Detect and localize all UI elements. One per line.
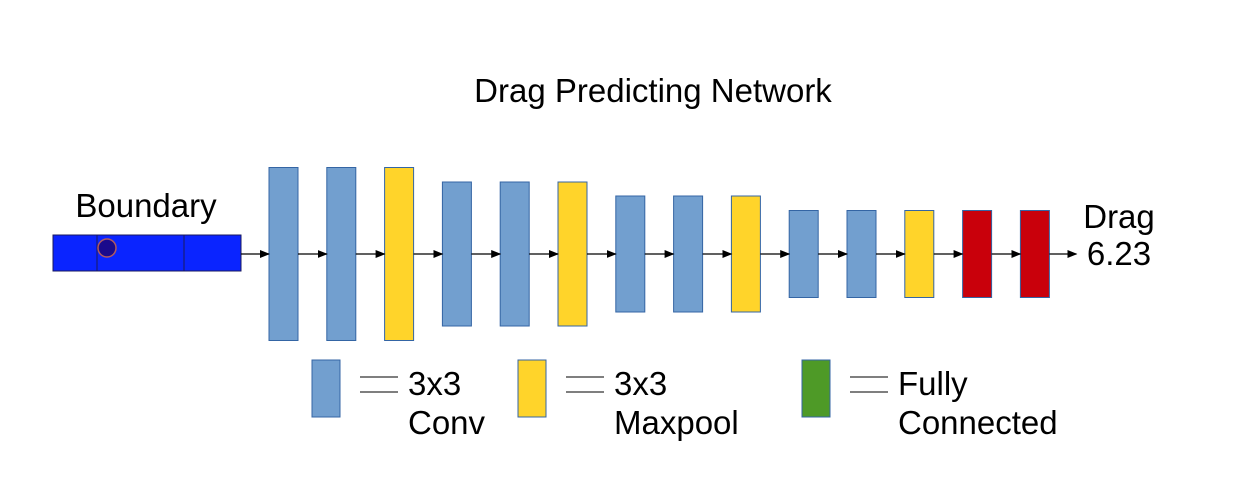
layer-block-fc — [1019, 210, 1050, 298]
legend-fc-line1: Fully — [898, 365, 968, 402]
layer-block-conv — [615, 195, 646, 313]
boundary-label: Boundary — [75, 187, 217, 224]
legend-fc-line2: Connected — [898, 404, 1058, 441]
layer-block-maxpool — [730, 195, 761, 313]
layer-block-conv — [788, 210, 819, 298]
legend-maxpool-line2: Maxpool — [614, 404, 739, 441]
layer-block-maxpool — [557, 181, 588, 327]
boundary-input-bar — [52, 234, 242, 272]
layer-block-conv — [846, 210, 877, 298]
layer-block-conv — [673, 195, 704, 313]
legend-swatch-maxpool — [517, 359, 547, 418]
layer-block-conv — [268, 167, 299, 341]
legend-maxpool-line1: 3x3 — [614, 365, 667, 402]
layer-block-maxpool — [384, 167, 415, 341]
layer-block-conv — [326, 167, 357, 341]
layer-block-conv — [499, 181, 530, 327]
layer-block-conv — [441, 181, 472, 327]
legend-item-conv: 3x3 Conv — [311, 359, 486, 441]
legend-item-maxpool: 3x3 Maxpool — [517, 359, 739, 441]
legend-conv-line1: 3x3 — [408, 365, 461, 402]
legend: 3x3 Conv 3x3 Maxpool Fully Connected — [311, 359, 1058, 441]
output-value: 6.23 — [1087, 235, 1151, 272]
legend-swatch-conv — [311, 359, 341, 418]
legend-swatch-fully-connected — [801, 359, 831, 418]
legend-conv-line2: Conv — [408, 404, 486, 441]
output-label: Drag — [1083, 198, 1155, 235]
boundary-shape-marker — [97, 238, 117, 258]
legend-item-fully-connected: Fully Connected — [801, 359, 1058, 441]
layer-block-maxpool — [904, 210, 935, 298]
layer-block-fc — [962, 210, 993, 298]
diagram-title: Drag Predicting Network — [474, 72, 832, 109]
